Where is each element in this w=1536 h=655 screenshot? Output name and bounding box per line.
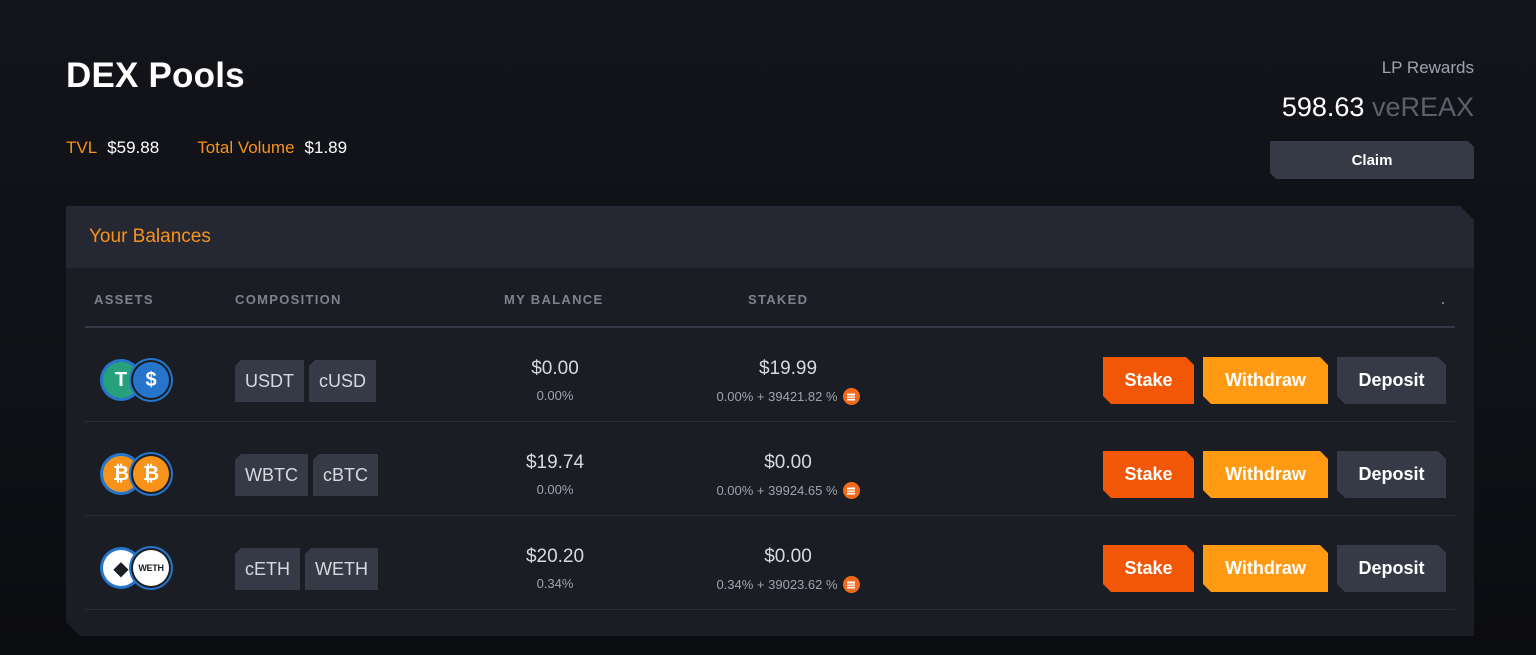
pool-row: T $ USDT cUSD $0.00 0.00% $19.99 0.00% + 39421.… xyxy=(85,328,1455,422)
column-actions: . xyxy=(1441,292,1446,307)
reax-token-icon xyxy=(843,576,860,593)
lp-rewards-label: LP Rewards xyxy=(1381,58,1474,77)
deposit-button[interactable]: Deposit xyxy=(1337,545,1446,592)
column-composition: COMPOSITION xyxy=(235,292,342,307)
reax-token-icon xyxy=(843,482,860,499)
pool-stats: TVL $59.88 Total Volume $1.89 xyxy=(66,138,347,158)
tvl-label: TVL xyxy=(66,138,98,157)
staked-apr-line: 0.34% + 39023.62 % xyxy=(668,576,908,593)
pool-row: ◆ WETH cETH WETH $20.20 0.34% $0.00 0.34% + 390… xyxy=(85,516,1455,610)
balance-percent: 0.34% xyxy=(536,576,574,591)
cusd-icon: $ xyxy=(133,362,169,398)
deposit-button[interactable]: Deposit xyxy=(1337,451,1446,498)
rewards-value: 598.63 xyxy=(1281,92,1365,122)
asset-icons: ◆ WETH xyxy=(103,550,173,588)
stake-button[interactable]: Stake xyxy=(1103,545,1194,592)
claim-button[interactable]: Claim xyxy=(1270,141,1474,179)
weth-icon: WETH xyxy=(133,550,169,586)
lp-rewards: LP Rewards 598.63 veREAX xyxy=(1214,58,1474,123)
tvl-value: $59.88 xyxy=(107,138,160,157)
composition: USDT cUSD xyxy=(235,360,376,402)
row-actions: Stake Withdraw Deposit xyxy=(1103,545,1446,592)
staked-apr-line: 0.00% + 39924.65 % xyxy=(668,482,908,499)
staked: $19.99 0.00% + 39421.82 % xyxy=(668,358,908,405)
balances-card: Your Balances ASSETS COMPOSITION MY BALA… xyxy=(66,206,1474,636)
composition: WBTC cBTC xyxy=(235,454,378,496)
tvl-stat: TVL $59.88 xyxy=(66,138,159,158)
staked: $0.00 0.00% + 39924.65 % xyxy=(668,452,908,499)
column-assets: ASSETS xyxy=(94,292,154,307)
column-staked: STAKED xyxy=(748,292,809,307)
column-my-balance: MY BALANCE xyxy=(504,292,604,307)
table-body: T $ USDT cUSD $0.00 0.00% $19.99 0.00% + 39421.… xyxy=(85,328,1455,610)
balance-value: $0.00 xyxy=(531,358,579,379)
composition: cETH WETH xyxy=(235,548,378,590)
deposit-button[interactable]: Deposit xyxy=(1337,357,1446,404)
token-chip: cETH xyxy=(235,548,300,590)
withdraw-button[interactable]: Withdraw xyxy=(1203,451,1328,498)
balances-title: Your Balances xyxy=(66,206,1474,268)
token-chip: USDT xyxy=(235,360,304,402)
token-chip: cUSD xyxy=(309,360,376,402)
token-chip: WBTC xyxy=(235,454,308,496)
rewards-unit: veREAX xyxy=(1371,92,1474,122)
token-chip: WETH xyxy=(305,548,378,590)
cbtc-icon: ₿ xyxy=(133,456,169,492)
my-balance: $20.20 0.34% xyxy=(494,546,616,591)
staked-apr-line: 0.00% + 39421.82 % xyxy=(668,388,908,405)
lp-rewards-amount: 598.63 veREAX xyxy=(1214,92,1474,123)
volume-stat: Total Volume $1.89 xyxy=(197,138,347,158)
page-title: DEX Pools xyxy=(66,56,245,95)
volume-value: $1.89 xyxy=(304,138,348,157)
balance-value: $19.74 xyxy=(525,452,585,473)
balance-percent: 0.00% xyxy=(536,388,574,403)
withdraw-button[interactable]: Withdraw xyxy=(1203,357,1328,404)
wbtc-icon: ₿ xyxy=(103,456,139,492)
table-header: ASSETS COMPOSITION MY BALANCE STAKED . xyxy=(85,268,1455,328)
staked-value: $19.99 xyxy=(758,358,818,379)
balances-table: ASSETS COMPOSITION MY BALANCE STAKED . T… xyxy=(85,268,1455,610)
balance-percent: 0.00% xyxy=(536,482,574,497)
asset-icons: ₿ ₿ xyxy=(103,456,173,494)
balance-value: $20.20 xyxy=(525,546,585,567)
asset-icons: T $ xyxy=(103,362,173,400)
staked-apr: 0.00% + 39421.82 % xyxy=(716,389,838,404)
staked-value: $0.00 xyxy=(764,452,812,473)
row-actions: Stake Withdraw Deposit xyxy=(1103,357,1446,404)
reax-token-icon xyxy=(843,388,860,405)
my-balance: $19.74 0.00% xyxy=(494,452,616,497)
staked-value: $0.00 xyxy=(764,546,812,567)
volume-label: Total Volume xyxy=(197,138,295,157)
row-actions: Stake Withdraw Deposit xyxy=(1103,451,1446,498)
withdraw-button[interactable]: Withdraw xyxy=(1203,545,1328,592)
my-balance: $0.00 0.00% xyxy=(494,358,616,403)
stake-button[interactable]: Stake xyxy=(1103,357,1194,404)
token-chip: cBTC xyxy=(313,454,378,496)
staked: $0.00 0.34% + 39023.62 % xyxy=(668,546,908,593)
pool-row: ₿ ₿ WBTC cBTC $19.74 0.00% $0.00 0.00% + 39924.… xyxy=(85,422,1455,516)
staked-apr: 0.34% + 39023.62 % xyxy=(716,577,838,592)
staked-apr: 0.00% + 39924.65 % xyxy=(716,483,838,498)
stake-button[interactable]: Stake xyxy=(1103,451,1194,498)
